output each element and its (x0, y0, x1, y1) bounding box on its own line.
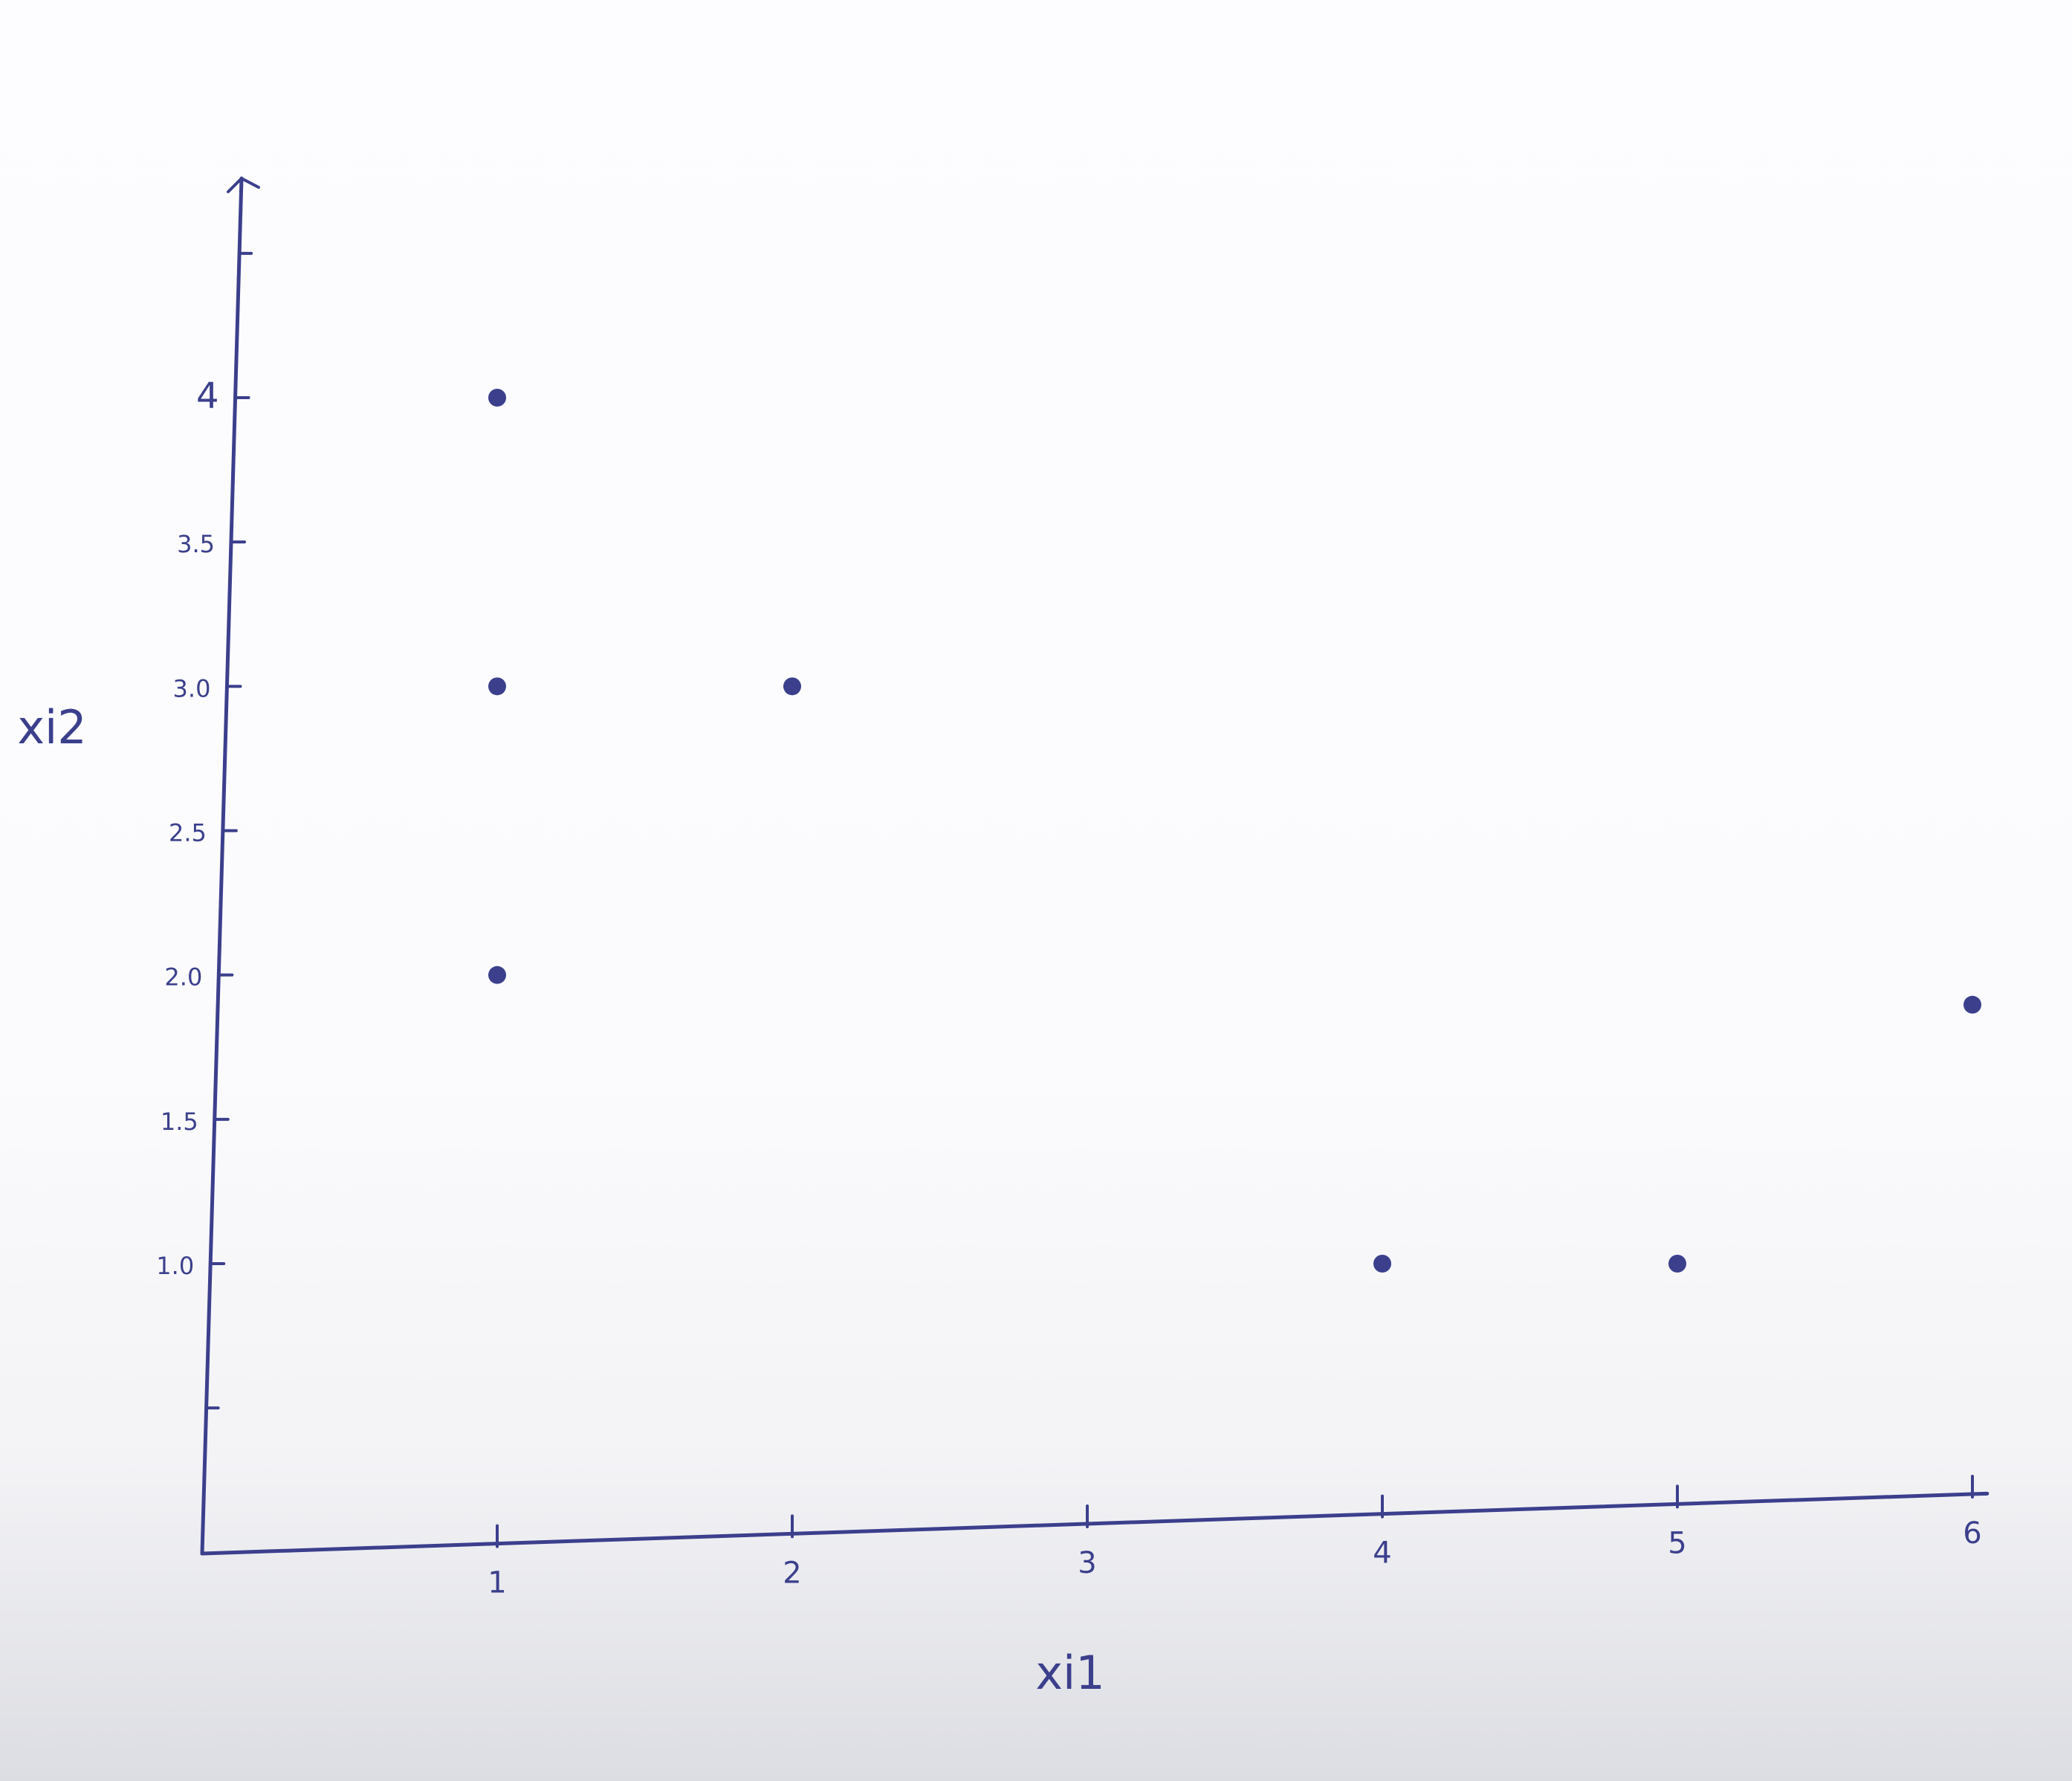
data-point (488, 677, 506, 696)
y-tick-label: 1.0 (156, 1252, 194, 1280)
data-point (1668, 1255, 1686, 1273)
data-point (488, 389, 506, 407)
x-tick-label: 2 (783, 1556, 801, 1590)
y-axis-label: xi2 (17, 700, 86, 754)
y-tick-label: 4 (196, 375, 219, 417)
x-axis-line (200, 1491, 1990, 1556)
y-axis-line (200, 176, 244, 1556)
x-tick-label: 4 (1373, 1536, 1391, 1571)
x-tick-label: 6 (1963, 1516, 1981, 1551)
ticks: 1 2 3 4 5 6 1.0 1.5 2.0 2.5 3.0 3.5 4 (156, 251, 1982, 1600)
data-point (1373, 1255, 1391, 1273)
x-tick-label: 5 (1668, 1526, 1686, 1560)
y-tick-label: 1.5 (161, 1108, 198, 1136)
y-tick-label: 3.5 (177, 530, 215, 558)
y-axis-arrowhead (227, 177, 260, 193)
x-tick-label: 3 (1078, 1546, 1096, 1580)
axes (200, 176, 1990, 1556)
y-tick-label: 2.0 (164, 963, 202, 992)
x-tick-label: 1 (488, 1566, 506, 1600)
data-points (488, 389, 1981, 1273)
data-point (1963, 995, 1981, 1014)
data-point (488, 966, 506, 984)
x-axis-label: xi1 (1035, 1646, 1104, 1700)
y-tick-label: 3.0 (173, 674, 211, 702)
data-point (783, 677, 801, 696)
y-tick-label: 2.5 (169, 819, 207, 847)
